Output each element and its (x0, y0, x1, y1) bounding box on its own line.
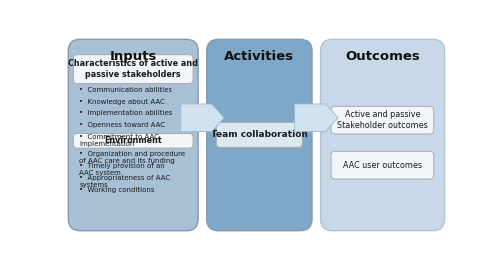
Text: Environment: Environment (104, 136, 162, 145)
FancyBboxPatch shape (206, 39, 312, 231)
Text: Outcomes: Outcomes (345, 50, 420, 63)
Text: •  Organization and procedure
of AAC care and its funding: • Organization and procedure of AAC care… (79, 151, 186, 164)
Text: •  Implementation abilities: • Implementation abilities (79, 111, 172, 116)
FancyBboxPatch shape (68, 39, 198, 231)
Text: •  Openness toward AAC: • Openness toward AAC (79, 122, 165, 128)
Text: Activities: Activities (224, 50, 294, 63)
Polygon shape (294, 104, 338, 132)
FancyBboxPatch shape (74, 134, 193, 148)
Text: Active and passive
Stakeholder outcomes: Active and passive Stakeholder outcomes (337, 110, 428, 130)
Text: Characteristics of active and
passive stakeholders: Characteristics of active and passive st… (68, 59, 198, 79)
FancyBboxPatch shape (331, 106, 434, 134)
Text: AAC user outcomes: AAC user outcomes (343, 161, 422, 170)
Text: •  Appropriateness of AAC
systems: • Appropriateness of AAC systems (79, 175, 170, 188)
Polygon shape (180, 104, 224, 132)
FancyBboxPatch shape (331, 151, 434, 179)
Text: •  Working conditions: • Working conditions (79, 187, 154, 193)
FancyBboxPatch shape (74, 55, 193, 84)
Text: Team collaboration: Team collaboration (211, 130, 308, 139)
Text: •  Knowledge about AAC: • Knowledge about AAC (79, 99, 165, 104)
FancyBboxPatch shape (216, 122, 302, 147)
Text: •  Timely provision of an
AAC system: • Timely provision of an AAC system (79, 163, 165, 176)
Text: •  Commitment to AAC
implementation: • Commitment to AAC implementation (79, 134, 159, 147)
Text: Inputs: Inputs (110, 50, 157, 63)
Text: •  Communication abilities: • Communication abilities (79, 87, 172, 93)
FancyBboxPatch shape (320, 39, 444, 231)
